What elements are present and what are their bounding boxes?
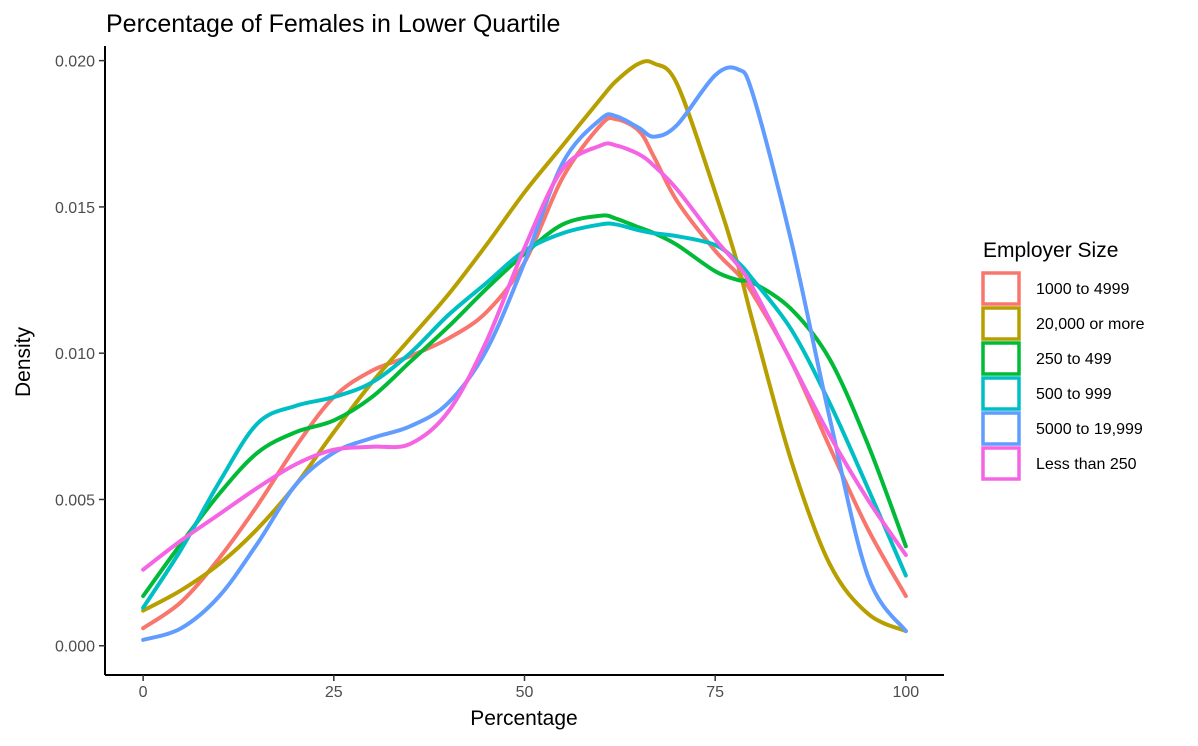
- x-tick-label: 50: [516, 684, 534, 701]
- legend-label: 5000 to 19,999: [1036, 421, 1143, 438]
- y-axis-title: Density: [12, 326, 35, 397]
- legend-key: [981, 271, 1021, 306]
- y-tick-label: 0.020: [55, 54, 95, 71]
- legend-label: 1000 to 4999: [1036, 281, 1130, 298]
- legend-items: 1000 to 4999 20,000 or more 250 to 499 500 …: [981, 271, 1145, 481]
- chart-title: Percentage of Females in Lower Quartile: [106, 10, 560, 38]
- x-ticks: 0 25 50 75 100: [139, 675, 920, 701]
- legend-label: Less than 250: [1036, 456, 1137, 473]
- legend-label: 250 to 499: [1036, 351, 1112, 368]
- x-axis-title: Percentage: [470, 707, 577, 730]
- legend: Employer Size 1000 to 4999 20,000 or more…: [981, 239, 1145, 481]
- y-tick-label: 0.010: [55, 346, 95, 363]
- y-tick-label: 0.015: [55, 200, 95, 217]
- legend-key: [981, 341, 1021, 376]
- x-tick-label: 0: [139, 684, 148, 701]
- y-ticks: 0.000 0.005 0.010 0.015 0.020: [55, 54, 105, 656]
- density-line-5: [141, 65, 908, 642]
- x-tick-label: 100: [893, 684, 920, 701]
- series-lines: [141, 59, 908, 642]
- legend-key: [981, 446, 1021, 481]
- y-tick-label: 0.000: [55, 639, 95, 656]
- legend-key: [981, 376, 1021, 411]
- legend-label: 500 to 999: [1036, 386, 1112, 403]
- density-line-6: [141, 141, 908, 572]
- density-line-3: [141, 213, 908, 599]
- x-tick-label: 75: [706, 684, 724, 701]
- x-tick-label: 25: [325, 684, 343, 701]
- legend-label: 20,000 or more: [1036, 316, 1145, 333]
- legend-key: [981, 411, 1021, 446]
- density-line-4: [141, 221, 908, 610]
- legend-title: Employer Size: [983, 239, 1118, 262]
- y-tick-label: 0.005: [55, 492, 95, 509]
- legend-key: [981, 306, 1021, 341]
